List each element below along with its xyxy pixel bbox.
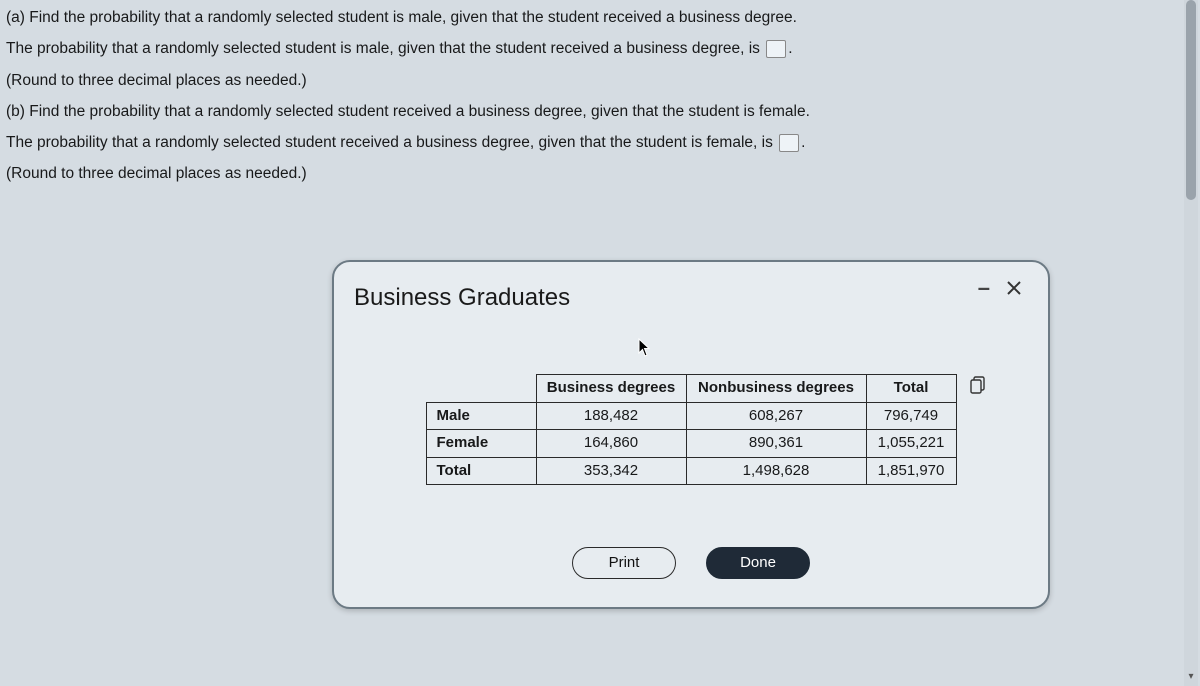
row-female-label: Female (426, 430, 536, 458)
table-row: Male 188,482 608,267 796,749 (426, 402, 956, 430)
cell-male-business: 188,482 (536, 402, 686, 430)
part-a-answer-trail: . (788, 40, 792, 57)
close-icon[interactable] (1006, 280, 1022, 296)
part-a-prompt: (a) Find the probability that a randomly… (6, 6, 1188, 29)
scroll-down-icon[interactable]: ▾ (1184, 669, 1198, 684)
cell-total-nonbusiness: 1,498,628 (686, 457, 866, 485)
table-row: Female 164,860 890,361 1,055,221 (426, 430, 956, 458)
table-header-row: Business degrees Nonbusiness degrees Tot… (426, 375, 956, 403)
cell-female-business: 164,860 (536, 430, 686, 458)
modal-title: Business Graduates (354, 280, 570, 316)
cell-male-total: 796,749 (866, 402, 956, 430)
cell-female-total: 1,055,221 (866, 430, 956, 458)
cell-total-business: 353,342 (536, 457, 686, 485)
part-b-answer-lead: The probability that a randomly selected… (6, 134, 777, 151)
data-table-wrap: Business degrees Nonbusiness degrees Tot… (354, 374, 1028, 485)
cell-total-total: 1,851,970 (866, 457, 956, 485)
part-b-round-note: (Round to three decimal places as needed… (6, 162, 1188, 185)
table-row: Total 353,342 1,498,628 1,851,970 (426, 457, 956, 485)
business-graduates-modal: Business Graduates – Business degrees No… (332, 260, 1050, 609)
window-controls: – (978, 280, 1028, 296)
table-corner-cell (426, 375, 536, 403)
question-area: (a) Find the probability that a randomly… (0, 0, 1200, 186)
modal-header: Business Graduates – (354, 280, 1028, 316)
part-b-answer-trail: . (801, 134, 805, 151)
part-b-answer-line: The probability that a randomly selected… (6, 131, 1188, 154)
cell-female-nonbusiness: 890,361 (686, 430, 866, 458)
cell-male-nonbusiness: 608,267 (686, 402, 866, 430)
print-button[interactable]: Print (572, 547, 676, 579)
copy-icon[interactable] (970, 376, 986, 394)
col-nonbusiness-degrees: Nonbusiness degrees (686, 375, 866, 403)
done-button[interactable]: Done (706, 547, 810, 579)
modal-buttons: Print Done (334, 547, 1048, 579)
row-male-label: Male (426, 402, 536, 430)
part-a-round-note: (Round to three decimal places as needed… (6, 69, 1188, 92)
part-a-answer-lead: The probability that a randomly selected… (6, 40, 764, 57)
col-total: Total (866, 375, 956, 403)
minimize-icon[interactable]: – (978, 281, 990, 295)
row-total-label: Total (426, 457, 536, 485)
part-a-answer-input[interactable] (766, 40, 786, 58)
business-graduates-table: Business degrees Nonbusiness degrees Tot… (426, 374, 957, 485)
scrollbar-thumb[interactable] (1186, 0, 1196, 200)
part-b-prompt: (b) Find the probability that a randomly… (6, 100, 1188, 123)
part-b-answer-input[interactable] (779, 134, 799, 152)
col-business-degrees: Business degrees (536, 375, 686, 403)
part-a-answer-line: The probability that a randomly selected… (6, 37, 1188, 60)
vertical-scrollbar[interactable]: ▾ (1184, 0, 1198, 686)
